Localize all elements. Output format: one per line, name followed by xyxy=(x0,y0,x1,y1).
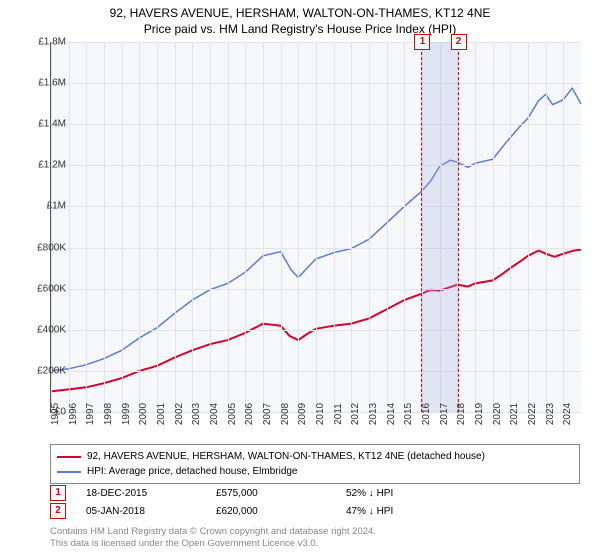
x-axis-label: 2010 xyxy=(315,403,326,425)
x-axis-label: 1998 xyxy=(103,403,114,425)
x-axis-label: 1996 xyxy=(68,403,79,425)
chart-legend: 92, HAVERS AVENUE, HERSHAM, WALTON-ON-TH… xyxy=(50,444,580,484)
highlight-band xyxy=(421,42,457,412)
gridline-vertical xyxy=(281,42,282,412)
gridline-vertical xyxy=(157,42,158,412)
sale-price: £620,000 xyxy=(216,506,346,517)
table-row: 1 18-DEC-2015 £575,000 52% ↓ HPI xyxy=(50,484,580,502)
x-axis-label: 2016 xyxy=(421,403,432,425)
x-axis-label: 2003 xyxy=(191,403,202,425)
legend-label-property: 92, HAVERS AVENUE, HERSHAM, WALTON-ON-TH… xyxy=(87,449,485,464)
y-axis-label: £800K xyxy=(37,242,66,253)
x-axis-label: 2008 xyxy=(280,403,291,425)
x-axis-label: 2021 xyxy=(509,403,520,425)
gridline-vertical xyxy=(369,42,370,412)
x-axis-label: 2006 xyxy=(244,403,255,425)
x-axis-label: 2005 xyxy=(227,403,238,425)
y-axis-label: £1.6M xyxy=(38,78,66,89)
x-axis-label: 2002 xyxy=(174,403,185,425)
y-axis-label: £1.2M xyxy=(38,160,66,171)
gridline-vertical xyxy=(263,42,264,412)
sale-marker-2: 2 xyxy=(50,503,66,519)
sale-price: £575,000 xyxy=(216,488,346,499)
x-axis-label: 2013 xyxy=(368,403,379,425)
legend-label-hpi: HPI: Average price, detached house, Elmb… xyxy=(87,464,298,479)
gridline-vertical xyxy=(563,42,564,412)
legend-row-property: 92, HAVERS AVENUE, HERSHAM, WALTON-ON-TH… xyxy=(57,449,573,464)
chart-plot-area: 12 xyxy=(50,42,581,413)
x-axis-label: 2017 xyxy=(439,403,450,425)
legend-swatch-hpi xyxy=(57,471,81,473)
gridline-vertical xyxy=(387,42,388,412)
x-axis-label: 1995 xyxy=(50,403,61,425)
sale-delta: 47% ↓ HPI xyxy=(346,506,466,517)
gridline-vertical xyxy=(334,42,335,412)
x-axis-label: 2018 xyxy=(456,403,467,425)
sale-marker-1: 1 xyxy=(50,485,66,501)
chart-title: 92, HAVERS AVENUE, HERSHAM, WALTON-ON-TH… xyxy=(0,0,600,37)
gridline-vertical xyxy=(510,42,511,412)
x-axis-label: 1997 xyxy=(85,403,96,425)
gridline-vertical xyxy=(86,42,87,412)
y-axis-label: £1M xyxy=(47,201,66,212)
legend-swatch-property xyxy=(57,456,81,458)
gridline-vertical xyxy=(298,42,299,412)
gridline-vertical xyxy=(51,42,52,412)
gridline-vertical xyxy=(493,42,494,412)
gridline-vertical xyxy=(210,42,211,412)
y-axis-label: £400K xyxy=(37,324,66,335)
marker-box-1: 1 xyxy=(414,34,430,50)
x-axis-label: 2009 xyxy=(297,403,308,425)
y-axis-label: £1.8M xyxy=(38,37,66,48)
sales-table: 1 18-DEC-2015 £575,000 52% ↓ HPI 2 05-JA… xyxy=(50,484,580,520)
x-axis-label: 2020 xyxy=(492,403,503,425)
gridline-vertical xyxy=(69,42,70,412)
gridline-vertical xyxy=(404,42,405,412)
gridline-vertical xyxy=(175,42,176,412)
marker-line xyxy=(458,42,459,412)
marker-line xyxy=(421,42,422,412)
sale-date: 18-DEC-2015 xyxy=(86,488,216,499)
x-axis-label: 2024 xyxy=(562,403,573,425)
gridline-vertical xyxy=(546,42,547,412)
x-axis-label: 2023 xyxy=(545,403,556,425)
gridline-vertical xyxy=(316,42,317,412)
x-axis-label: 2004 xyxy=(209,403,220,425)
gridline-vertical xyxy=(192,42,193,412)
gridline-vertical xyxy=(139,42,140,412)
x-axis-label: 2014 xyxy=(386,403,397,425)
footer-line2: This data is licensed under the Open Gov… xyxy=(50,538,376,550)
gridline-vertical xyxy=(104,42,105,412)
x-axis-label: 2015 xyxy=(403,403,414,425)
gridline-vertical xyxy=(528,42,529,412)
y-axis-label: £1.4M xyxy=(38,119,66,130)
gridline-vertical xyxy=(245,42,246,412)
x-axis-label: 1999 xyxy=(121,403,132,425)
table-row: 2 05-JAN-2018 £620,000 47% ↓ HPI xyxy=(50,502,580,520)
gridline-vertical xyxy=(475,42,476,412)
sale-delta: 52% ↓ HPI xyxy=(346,488,466,499)
x-axis-label: 2001 xyxy=(156,403,167,425)
sale-date: 05-JAN-2018 xyxy=(86,506,216,517)
gridline-vertical xyxy=(122,42,123,412)
gridline-vertical xyxy=(351,42,352,412)
x-axis-label: 2011 xyxy=(333,403,344,425)
marker-box-2: 2 xyxy=(451,34,467,50)
x-axis-label: 2022 xyxy=(527,403,538,425)
y-axis-label: £600K xyxy=(37,283,66,294)
x-axis-label: 2007 xyxy=(262,403,273,425)
x-axis-label: 2000 xyxy=(138,403,149,425)
y-axis-label: £200K xyxy=(37,365,66,376)
footer-line1: Contains HM Land Registry data © Crown c… xyxy=(50,526,376,538)
x-axis-label: 2012 xyxy=(350,403,361,425)
x-axis-label: 2019 xyxy=(474,403,485,425)
title-line1: 92, HAVERS AVENUE, HERSHAM, WALTON-ON-TH… xyxy=(0,6,600,22)
gridline-vertical xyxy=(228,42,229,412)
footer-attribution: Contains HM Land Registry data © Crown c… xyxy=(50,526,376,551)
legend-row-hpi: HPI: Average price, detached house, Elmb… xyxy=(57,464,573,479)
title-line2: Price paid vs. HM Land Registry's House … xyxy=(0,22,600,38)
